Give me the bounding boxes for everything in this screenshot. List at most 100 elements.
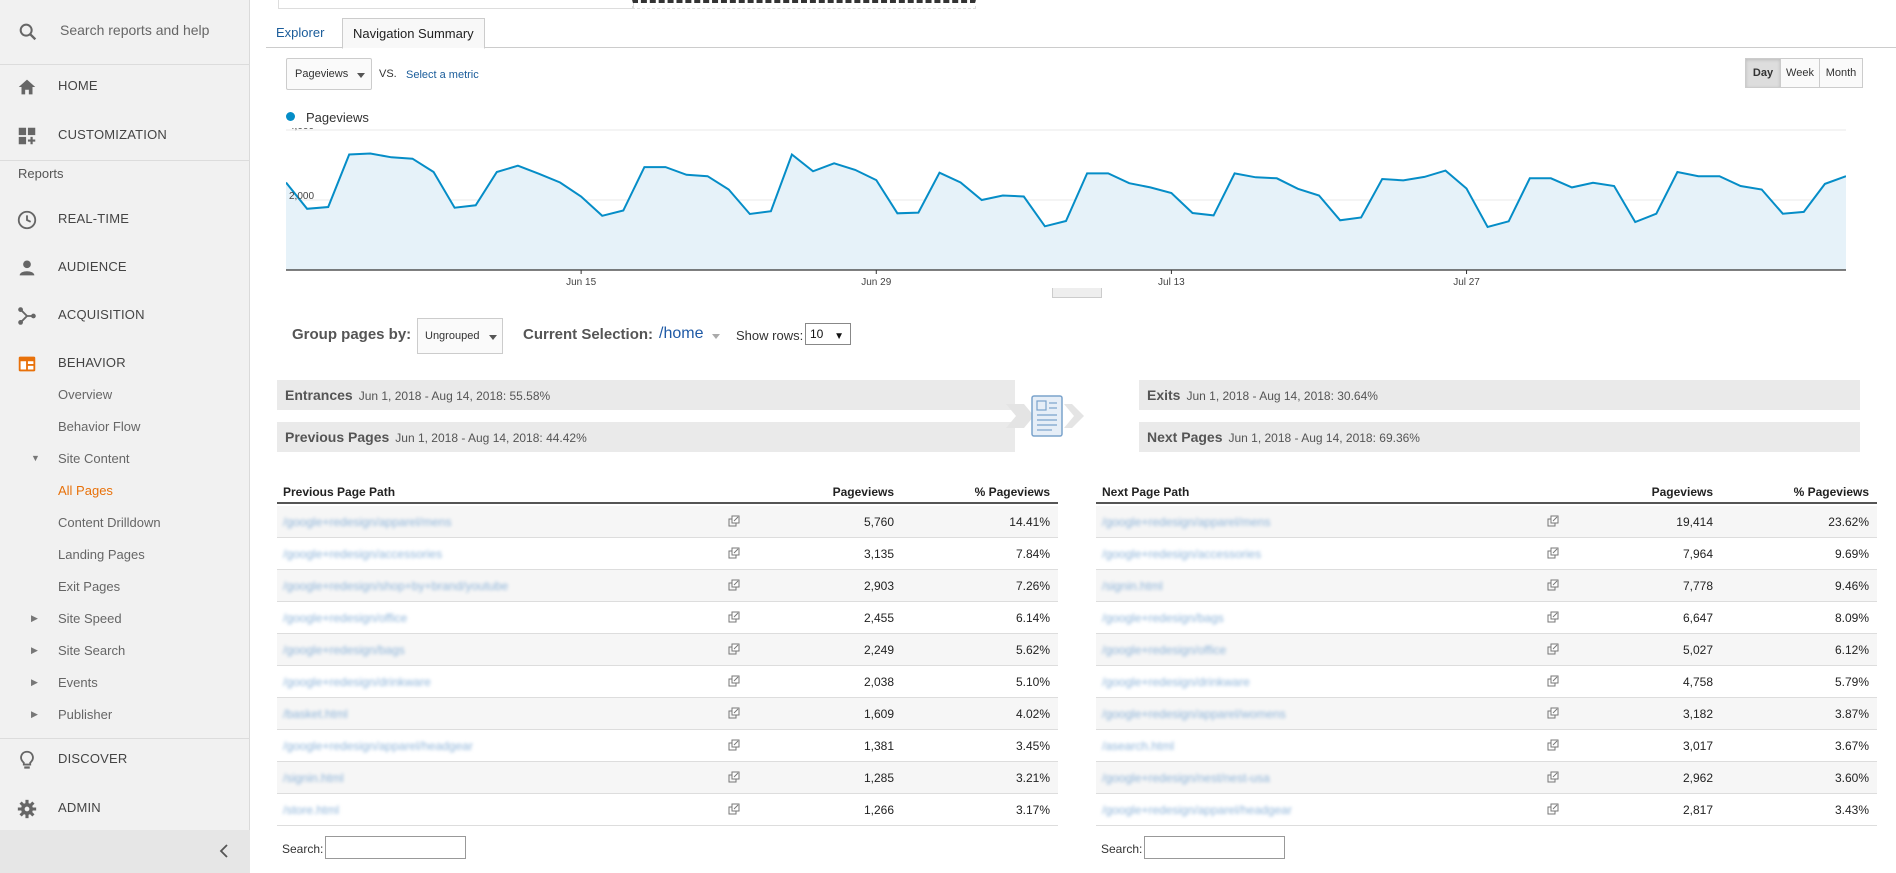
pct-pageviews-cell: 7.26%: [1015, 579, 1050, 593]
page-path-link[interactable]: /google+redesign/apparel/mens: [283, 515, 452, 529]
sidebar-item-content-drilldown[interactable]: Content Drilldown: [58, 515, 161, 530]
search-input[interactable]: Search reports and help: [60, 22, 210, 38]
open-external-icon[interactable]: [1547, 675, 1559, 687]
period-day-button[interactable]: Day: [1745, 58, 1781, 88]
page-path-link[interactable]: /google+redesign/bags: [1102, 611, 1224, 625]
open-external-icon[interactable]: [728, 739, 740, 751]
page-path-link[interactable]: /asearch.html: [1102, 739, 1175, 753]
col-header-pageviews[interactable]: Pageviews: [1651, 485, 1713, 499]
page-path-link[interactable]: /basket.html: [283, 707, 348, 721]
collapsed-arrow-icon: ▶: [31, 645, 38, 655]
main-content: Explorer Navigation Summary Pageviews VS…: [266, 0, 1896, 873]
sidebar-item-behavior[interactable]: BEHAVIOR: [0, 343, 250, 383]
col-header-pct[interactable]: % Pageviews: [1793, 485, 1869, 499]
top-segment-box[interactable]: [632, 0, 976, 9]
col-header-path[interactable]: Previous Page Path: [283, 485, 396, 499]
page-path-link[interactable]: /store.html: [283, 803, 340, 817]
page-path-link[interactable]: /google+redesign/apparel/headgear: [1102, 803, 1292, 817]
sidebar-item-realtime[interactable]: REAL-TIME: [0, 199, 250, 239]
open-external-icon[interactable]: [1547, 515, 1559, 527]
page-path-link[interactable]: /google+redesign/apparel/mens: [1102, 515, 1271, 529]
legend-label: Pageviews: [306, 110, 369, 125]
pageviews-cell: 2,962: [1682, 771, 1713, 785]
sidebar-item-exit-pages[interactable]: Exit Pages: [58, 579, 121, 594]
open-external-icon[interactable]: [1547, 547, 1559, 559]
pageviews-cell: 5,760: [863, 515, 894, 529]
col-header-pageviews[interactable]: Pageviews: [832, 485, 894, 499]
open-external-icon[interactable]: [1547, 803, 1559, 815]
sidebar-item-publisher[interactable]: Publisher: [58, 707, 113, 722]
x-tick-label: Jul 27: [1453, 277, 1480, 288]
sidebar-search[interactable]: Search reports and help: [0, 0, 250, 64]
pageviews-cell: 5,027: [1682, 643, 1713, 657]
sidebar-item-home[interactable]: HOME: [0, 66, 250, 106]
page-path-link[interactable]: /google+redesign/drinkware: [1102, 675, 1250, 689]
previous-search-input[interactable]: [325, 836, 466, 859]
open-external-icon[interactable]: [728, 515, 740, 527]
tab-navigation-summary[interactable]: Navigation Summary: [342, 18, 485, 49]
col-header-path[interactable]: Next Page Path: [1102, 485, 1190, 499]
page-path-link[interactable]: /signin.html: [283, 771, 344, 785]
tab-explorer[interactable]: Explorer: [276, 25, 325, 40]
open-external-icon[interactable]: [728, 643, 740, 655]
open-external-icon[interactable]: [728, 707, 740, 719]
sidebar-item-landing-pages[interactable]: Landing Pages: [58, 547, 145, 562]
sidebar-item-behavior-flow[interactable]: Behavior Flow: [58, 419, 141, 434]
open-external-icon[interactable]: [728, 547, 740, 559]
sidebar-item-all-pages[interactable]: All Pages: [58, 483, 113, 498]
pct-pageviews-cell: 9.46%: [1834, 579, 1869, 593]
page-path-link[interactable]: /google+redesign/office: [1102, 643, 1227, 657]
open-external-icon[interactable]: [1547, 771, 1559, 783]
open-external-icon[interactable]: [728, 803, 740, 815]
x-tick-label: Jul 13: [1158, 277, 1185, 288]
next-search-input[interactable]: [1144, 836, 1285, 859]
page-path-link[interactable]: /google+redesign/nest/nest-usa: [1102, 771, 1270, 785]
open-external-icon[interactable]: [728, 675, 740, 687]
show-rows-select[interactable]: 10 ▼: [805, 323, 851, 345]
sidebar-item-audience[interactable]: AUDIENCE: [0, 247, 250, 287]
page-path-link[interactable]: /google+redesign/accessories: [283, 547, 443, 561]
open-external-icon[interactable]: [728, 579, 740, 591]
reports-heading: Reports: [18, 166, 64, 181]
group-dropdown-value: Ungrouped: [425, 330, 480, 342]
sidebar-item-site-content[interactable]: Site Content: [58, 451, 130, 466]
top-date-box[interactable]: [278, 0, 634, 9]
page-path-link[interactable]: /google+redesign/apparel/headgear: [283, 739, 473, 753]
open-external-icon[interactable]: [1547, 643, 1559, 655]
metric-dropdown[interactable]: Pageviews: [286, 58, 372, 90]
current-selection-value[interactable]: /home: [659, 325, 704, 342]
open-external-icon[interactable]: [1547, 579, 1559, 591]
period-week-button[interactable]: Week: [1780, 58, 1820, 88]
group-dropdown[interactable]: Ungrouped: [417, 318, 503, 354]
open-external-icon[interactable]: [728, 611, 740, 623]
chevron-down-icon[interactable]: [712, 334, 720, 339]
page-path-link[interactable]: /google+redesign/office: [283, 611, 408, 625]
sidebar-item-admin[interactable]: ADMIN: [0, 788, 250, 828]
sidebar-item-overview[interactable]: Overview: [58, 387, 113, 402]
collapse-chart-handle[interactable]: [1052, 288, 1102, 298]
open-external-icon[interactable]: [1547, 611, 1559, 623]
page-path-link[interactable]: /google+redesign/accessories: [1102, 547, 1262, 561]
sidebar-item-acquisition[interactable]: ACQUISITION: [0, 295, 250, 335]
page-path-link[interactable]: /signin.html: [1102, 579, 1163, 593]
open-external-icon[interactable]: [728, 771, 740, 783]
pct-pageviews-cell: 3.21%: [1015, 771, 1050, 785]
sidebar-item-site-speed[interactable]: Site Speed: [58, 611, 122, 626]
page-path-link[interactable]: /google+redesign/apparel/womens: [1102, 707, 1286, 721]
pageviews-cell: 1,609: [863, 707, 894, 721]
open-external-icon[interactable]: [1547, 707, 1559, 719]
page-path-link[interactable]: /google+redesign/bags: [283, 643, 405, 657]
sidebar-item-customization[interactable]: CUSTOMIZATION: [0, 115, 250, 155]
col-header-pct[interactable]: % Pageviews: [974, 485, 1050, 499]
select-metric-link[interactable]: Select a metric: [406, 69, 479, 81]
open-external-icon[interactable]: [1547, 739, 1559, 751]
pct-pageviews-cell: 6.12%: [1834, 643, 1869, 657]
collapse-sidebar-icon[interactable]: [216, 842, 232, 860]
period-month-button[interactable]: Month: [1819, 58, 1863, 88]
page-path-link[interactable]: /google+redesign/drinkware: [283, 675, 431, 689]
sidebar-item-events[interactable]: Events: [58, 675, 98, 690]
pct-pageviews-cell: 5.62%: [1015, 643, 1050, 657]
sidebar-item-site-search[interactable]: Site Search: [58, 643, 126, 658]
sidebar-item-discover[interactable]: DISCOVER: [0, 739, 250, 779]
page-path-link[interactable]: /google+redesign/shop+by+brand/youtube: [283, 579, 509, 593]
